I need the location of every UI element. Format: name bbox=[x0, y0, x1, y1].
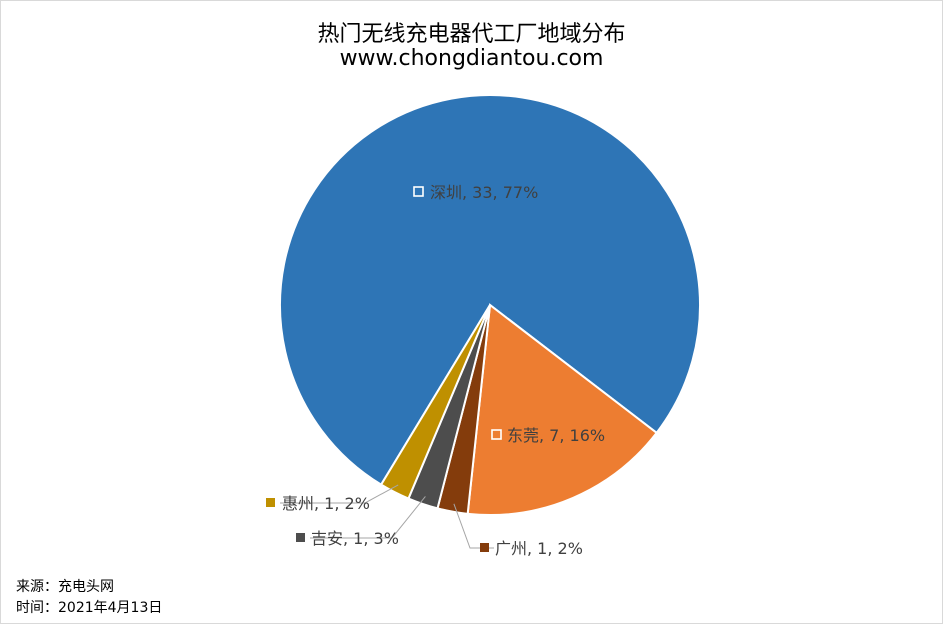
data-label-深圳: 深圳, 33, 77% bbox=[430, 183, 538, 202]
label-key-广州 bbox=[480, 543, 489, 552]
date-note: 时间：2021年4月13日 bbox=[16, 600, 163, 616]
pie-slice-惠州 bbox=[379, 304, 491, 500]
source-note: 来源：充电头网 bbox=[16, 579, 114, 595]
label-key-惠州 bbox=[266, 498, 275, 507]
pie-slice-深圳 bbox=[279, 94, 701, 486]
pie-slice-东莞 bbox=[466, 303, 659, 516]
chart-subtitle: www.chongdiantou.com bbox=[339, 46, 604, 71]
label-key-深圳 bbox=[413, 186, 424, 197]
label-key-吉安 bbox=[296, 533, 305, 542]
leader-line-吉安 bbox=[310, 496, 426, 539]
label-key-东莞 bbox=[491, 429, 502, 440]
data-label-东莞: 东莞, 7, 16% bbox=[507, 426, 605, 445]
leader-line-惠州 bbox=[280, 484, 399, 504]
data-label-吉安: 吉安, 1, 3% bbox=[311, 529, 399, 548]
data-label-广州: 广州, 1, 2% bbox=[495, 539, 583, 558]
chart-title: 热门无线充电器代工厂地域分布 bbox=[317, 22, 626, 47]
data-label-惠州: 惠州, 1, 2% bbox=[282, 494, 370, 513]
